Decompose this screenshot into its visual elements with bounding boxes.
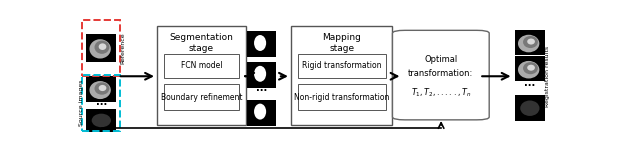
FancyBboxPatch shape [298, 54, 385, 78]
FancyBboxPatch shape [298, 84, 385, 110]
Bar [247, 31, 276, 57]
Bar [515, 56, 545, 81]
Ellipse shape [523, 36, 538, 48]
Ellipse shape [254, 35, 266, 51]
Text: $T_1, T_2, ....., T_n$: $T_1, T_2, ....., T_n$ [411, 86, 471, 99]
Text: Rigid transformation: Rigid transformation [302, 61, 381, 70]
Ellipse shape [90, 39, 111, 59]
Bar [247, 100, 276, 126]
Text: transformation:: transformation: [408, 69, 474, 78]
Ellipse shape [95, 82, 109, 95]
Text: Source images: Source images [79, 80, 84, 126]
Text: Non-rigid transformation: Non-rigid transformation [294, 93, 389, 102]
Bar [515, 95, 545, 121]
FancyBboxPatch shape [164, 54, 239, 78]
Ellipse shape [254, 66, 266, 82]
FancyBboxPatch shape [392, 30, 489, 120]
FancyBboxPatch shape [291, 26, 392, 125]
Text: Boundary refinement: Boundary refinement [161, 93, 243, 102]
Bar [515, 30, 545, 55]
Ellipse shape [518, 61, 540, 79]
Ellipse shape [99, 43, 106, 50]
Text: ···: ··· [256, 86, 267, 96]
Text: Reference: Reference [120, 32, 125, 64]
Bar [86, 109, 116, 132]
Ellipse shape [254, 104, 266, 120]
Bar [86, 76, 116, 102]
Ellipse shape [95, 41, 109, 54]
Bar [86, 34, 116, 62]
Ellipse shape [92, 114, 111, 127]
Ellipse shape [527, 65, 535, 71]
Bar [247, 62, 276, 88]
Ellipse shape [518, 35, 540, 52]
Text: Optimal: Optimal [424, 55, 458, 64]
Text: ···: ··· [524, 80, 536, 91]
FancyBboxPatch shape [157, 26, 246, 125]
Text: Segmentation
stage: Segmentation stage [170, 33, 234, 53]
Text: ···: ··· [96, 100, 107, 110]
Text: Mapping
stage: Mapping stage [322, 33, 361, 53]
Ellipse shape [99, 85, 106, 91]
Text: FCN model: FCN model [180, 61, 222, 70]
Ellipse shape [520, 101, 540, 116]
FancyBboxPatch shape [164, 84, 239, 110]
Text: Registration results: Registration results [545, 46, 550, 107]
Ellipse shape [523, 62, 538, 74]
Ellipse shape [90, 81, 111, 99]
Ellipse shape [527, 39, 535, 45]
